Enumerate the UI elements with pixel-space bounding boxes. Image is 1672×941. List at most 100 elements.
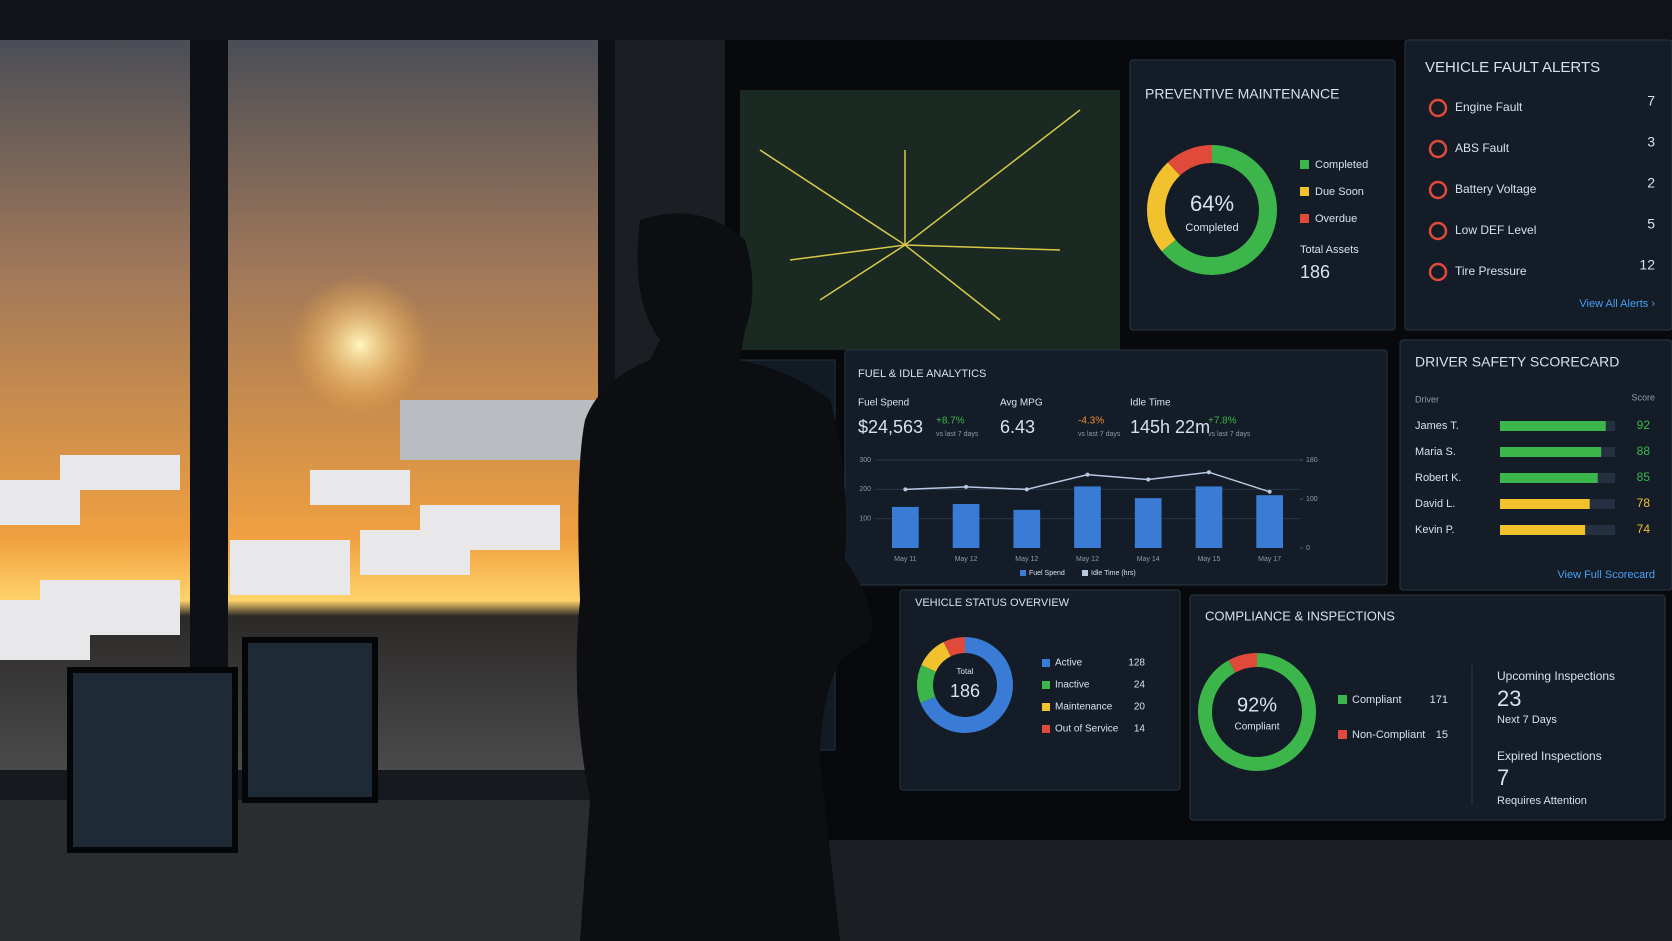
legend-label: Maintenance xyxy=(1055,702,1113,713)
link[interactable]: View All Alerts › xyxy=(1579,298,1655,310)
panel-title: COMPLIANCE & INSPECTIONS xyxy=(1205,608,1395,623)
alert-count: 2 xyxy=(1647,175,1655,191)
alert-name: Low DEF Level xyxy=(1455,223,1536,237)
donut-segment xyxy=(1147,145,1277,275)
driver-score: 74 xyxy=(1637,522,1651,536)
x-tick-label: May 17 xyxy=(1258,556,1281,563)
line-point xyxy=(1267,489,1272,494)
legend-swatch xyxy=(1082,570,1088,576)
legend-value: 15 xyxy=(1436,729,1448,741)
kpi-value: 145h 22m xyxy=(1130,417,1210,437)
trucks xyxy=(0,400,610,660)
bar xyxy=(1134,498,1162,548)
kpi-note: vs last 7 days xyxy=(1208,431,1251,438)
line-point xyxy=(1146,477,1151,482)
bar xyxy=(1195,486,1223,548)
legend-value: 20 xyxy=(1134,702,1146,713)
score-bar xyxy=(1500,525,1586,535)
bar xyxy=(1256,495,1283,548)
driver-score: 88 xyxy=(1637,444,1651,458)
kpi-label: Fuel Spend xyxy=(858,398,909,409)
stat-label: Expired Inspections xyxy=(1497,749,1602,763)
panel xyxy=(1404,39,1672,331)
alert-icon xyxy=(1428,98,1448,118)
panel xyxy=(1189,594,1666,821)
y2-tick-label: 0 xyxy=(1306,545,1310,552)
bar xyxy=(952,504,980,548)
line-point xyxy=(1206,470,1211,475)
legend-swatch xyxy=(1042,725,1050,733)
link[interactable]: View Full Scorecard xyxy=(1557,569,1655,581)
stat-value: 23 xyxy=(1497,686,1521,711)
legend-label: Due Soon xyxy=(1315,186,1364,198)
legend-swatch xyxy=(1042,703,1050,711)
legend-swatch xyxy=(1338,695,1347,704)
panel xyxy=(1399,339,1672,591)
panel-title: VEHICLE FAULT ALERTS xyxy=(1425,59,1600,76)
stat-note: Next 7 Days xyxy=(1497,714,1557,726)
panel-title: VEHICLE STATUS OVERVIEW xyxy=(915,597,1070,609)
driver-name: Kevin P. xyxy=(1415,524,1455,536)
person-silhouette xyxy=(576,213,873,941)
center-caption: Compliant xyxy=(1234,722,1279,733)
legend-label: Out of Service xyxy=(1055,724,1119,735)
legend-label: Inactive xyxy=(1055,680,1090,691)
alert-count: 5 xyxy=(1647,216,1655,232)
y2-tick-label: 100 xyxy=(1306,496,1318,503)
bar xyxy=(1074,486,1101,548)
y-tick-label: 200 xyxy=(859,486,871,493)
line-point xyxy=(903,487,908,492)
legend-value: 14 xyxy=(1134,724,1146,735)
alert-name: ABS Fault xyxy=(1455,141,1510,155)
panel xyxy=(844,349,1388,586)
alert-count: 3 xyxy=(1647,134,1655,150)
legend-swatch xyxy=(1300,160,1309,169)
y-tick-label: 300 xyxy=(859,457,871,464)
monitor xyxy=(242,637,378,803)
kpi-value: 6.43 xyxy=(1000,417,1035,437)
legend-value: 128 xyxy=(1128,658,1145,669)
alert-name: Battery Voltage xyxy=(1455,182,1537,196)
x-tick-label: May 14 xyxy=(1137,556,1160,563)
kpi-change: +8.7% xyxy=(936,416,965,427)
legend-label: Non-Compliant xyxy=(1352,729,1425,741)
total-label: Total Assets xyxy=(1300,244,1359,256)
dashboard: PREVENTIVE MAINTENANCE 64% Completed Comple… xyxy=(844,39,1672,821)
x-tick-label: May 15 xyxy=(1197,556,1220,563)
alert-count: 12 xyxy=(1639,257,1655,273)
legend-label: Fuel Spend xyxy=(1029,570,1065,577)
driver-name: Maria S. xyxy=(1415,446,1456,458)
panel-title: FUEL & IDLE ANALYTICS xyxy=(858,368,986,380)
score-bar xyxy=(1500,421,1606,431)
donut-segment xyxy=(917,637,1013,733)
x-tick-label: May 12 xyxy=(1076,556,1099,563)
legend-label: Overdue xyxy=(1315,213,1357,225)
sun xyxy=(290,275,430,415)
center-value: 64% xyxy=(1190,191,1234,216)
center-value: 186 xyxy=(950,681,980,701)
column-header: Score xyxy=(1631,392,1655,402)
alert-icon xyxy=(1428,262,1448,282)
kpi-label: Idle Time xyxy=(1130,398,1171,409)
alert-icon xyxy=(1428,221,1448,241)
kpi-label: Avg MPG xyxy=(1000,398,1043,409)
legend-swatch xyxy=(1300,214,1309,223)
legend-swatch xyxy=(1020,570,1026,576)
alert-name: Engine Fault xyxy=(1455,100,1523,114)
stat-value: 7 xyxy=(1497,765,1509,790)
legend-swatch xyxy=(1300,187,1309,196)
bar xyxy=(892,506,919,548)
legend-label: Completed xyxy=(1315,159,1368,171)
map xyxy=(740,90,1120,350)
legend-label: Idle Time (hrs) xyxy=(1091,570,1136,577)
panel-title: DRIVER SAFETY SCORECARD xyxy=(1415,354,1619,370)
stat-note: Requires Attention xyxy=(1497,795,1587,807)
donut-segment xyxy=(1147,145,1277,275)
alert-name: Tire Pressure xyxy=(1455,264,1527,278)
stat-label: Upcoming Inspections xyxy=(1497,669,1615,683)
x-tick-label: May 11 xyxy=(894,556,917,563)
line-point xyxy=(964,484,969,489)
monitor xyxy=(67,667,238,853)
y-tick-label: 100 xyxy=(859,516,871,523)
legend-value: 24 xyxy=(1134,680,1146,691)
